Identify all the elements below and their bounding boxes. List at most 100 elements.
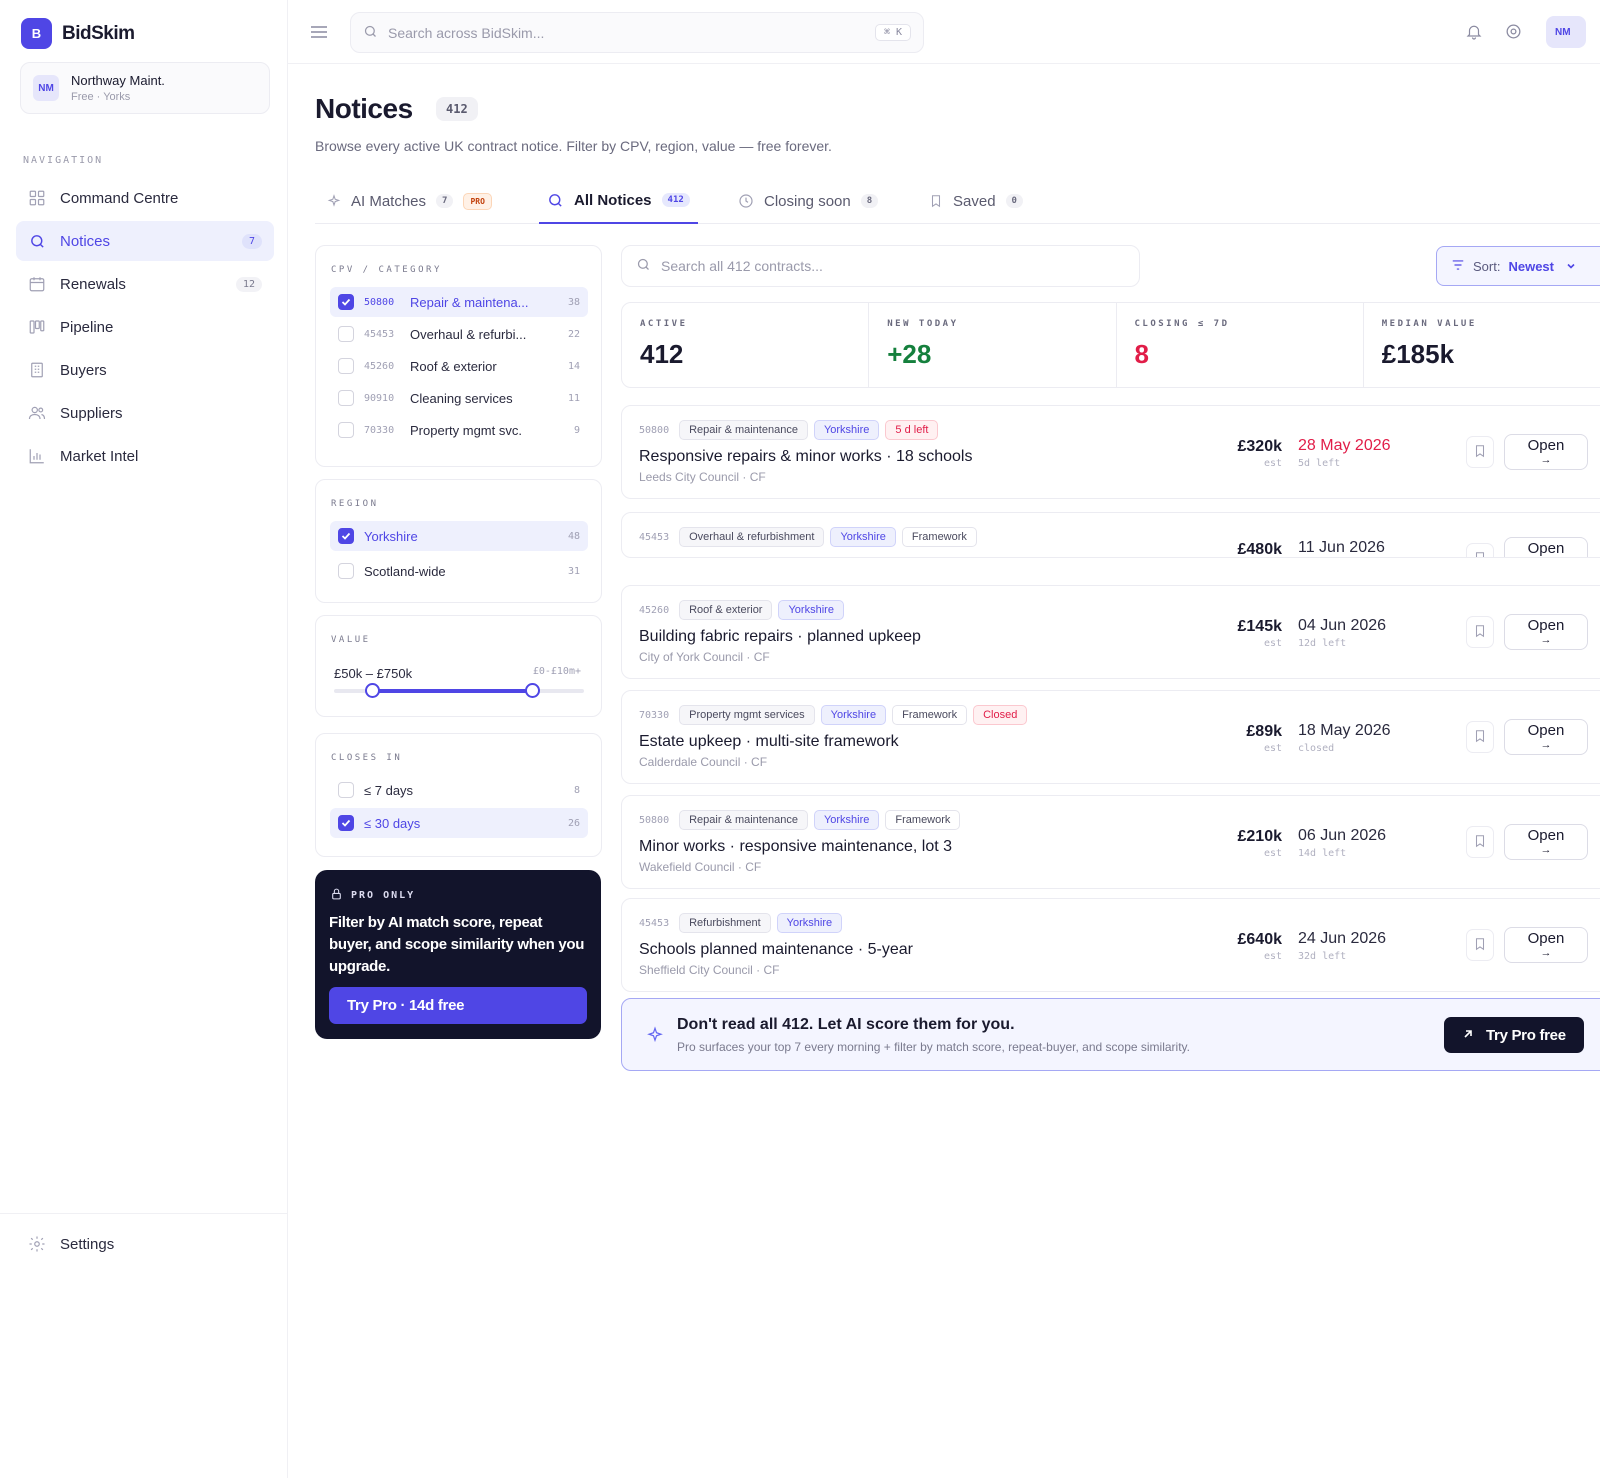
sidebar-nav: Command Centre Notices 7 Renewals 12 Pipeline…: [16, 178, 274, 479]
notice-tags: 50800 Repair & maintenance Yorkshire 5 d le…: [639, 420, 939, 440]
sort-dropdown[interactable]: Sort: Newest: [1436, 246, 1600, 286]
keyboard-shortcut: ⌘ K: [874, 24, 911, 41]
bell-icon[interactable]: [1465, 22, 1483, 44]
filter-option[interactable]: ≤ 7 days 8: [330, 775, 588, 805]
bookmark-button[interactable]: [1466, 616, 1494, 648]
cpv-code: 90910: [364, 392, 395, 404]
notice-card[interactable]: 45453 Refurbishment Yorkshire Schools plann…: [621, 898, 1600, 992]
contracts-search-input[interactable]: Search all 412 contracts...: [621, 245, 1140, 287]
user-avatar[interactable]: NM: [1546, 16, 1586, 48]
region-filter-card: REGION Yorkshire 48 Scotland-wide 31: [315, 479, 602, 603]
filter-option-label: Yorkshire: [364, 528, 418, 544]
sidebar-item-settings[interactable]: Settings: [28, 1235, 114, 1253]
open-notice-button[interactable]: Open→: [1504, 537, 1588, 557]
value-range-max-handle[interactable]: [524, 683, 540, 698]
try-pro-trial-button[interactable]: Try Pro · 14d free: [329, 987, 587, 1024]
filter-option-count: 38: [567, 296, 580, 308]
try-pro-free-label: Try Pro free: [1486, 1026, 1566, 1044]
stat-active: ACTIVE 412: [622, 303, 870, 387]
notice-card[interactable]: 50800 Repair & maintenance Yorkshire Framew…: [621, 795, 1600, 889]
tab-closing-soon[interactable]: Closing soon 8: [738, 178, 879, 224]
checkbox[interactable]: [338, 358, 354, 374]
filter-option[interactable]: 45260 Roof & exterior 14: [330, 351, 588, 381]
checkbox[interactable]: [338, 390, 354, 406]
sidebar-item-suppliers[interactable]: Suppliers: [16, 393, 274, 433]
open-notice-button[interactable]: Open→: [1504, 927, 1588, 963]
notice-card[interactable]: 50800 Repair & maintenance Yorkshire 5 d le…: [621, 405, 1600, 499]
search-icon: [28, 232, 46, 250]
filter-option-count: 48: [567, 530, 580, 542]
filter-option[interactable]: Yorkshire 48: [330, 521, 588, 551]
topbar: Search across BidSkim... ⌘ K NM: [288, 0, 1600, 64]
brand[interactable]: B BidSkim: [21, 18, 135, 49]
stat-value: 412: [640, 339, 684, 369]
filter-option[interactable]: 50800 Repair & maintena... 38: [330, 287, 588, 317]
open-notice-button[interactable]: Open→: [1504, 824, 1588, 860]
notice-title[interactable]: Estate upkeep · multi-site framework: [639, 733, 899, 750]
notice-card[interactable]: 70330 Property mgmt services Yorkshire Fram…: [621, 690, 1600, 784]
notice-tags: 45453 Refurbishment Yorkshire: [639, 913, 843, 933]
try-pro-free-button[interactable]: Try Pro free: [1444, 1017, 1584, 1053]
brand-name: BidSkim: [62, 22, 135, 44]
checkbox[interactable]: [338, 422, 354, 438]
tab-label: AI Matches: [351, 192, 427, 210]
bookmark-button[interactable]: [1466, 826, 1494, 858]
tab-label: Saved: [953, 192, 996, 210]
notice-title[interactable]: Responsive repairs & minor works · 18 sc…: [639, 448, 973, 465]
bookmark-button[interactable]: [1466, 436, 1494, 468]
value-range-label: £50k – £750k: [334, 666, 413, 681]
bookmark-button[interactable]: [1466, 543, 1494, 557]
sidebar-item-notices[interactable]: Notices 7: [16, 221, 274, 261]
sidebar: B BidSkim NM Northway Maint. Free · York…: [0, 0, 288, 1478]
checkbox[interactable]: [338, 782, 354, 798]
filter-option[interactable]: 90910 Cleaning services 11: [330, 383, 588, 413]
sidebar-item-label: Command Centre: [60, 189, 179, 207]
upsell-subtitle: Pro surfaces your top 7 every morning + …: [677, 1040, 1190, 1054]
org-switcher[interactable]: NM Northway Maint. Free · Yorks: [20, 62, 270, 114]
notice-card[interactable]: 45453 Overhaul & refurbishment Yorkshire Fr…: [621, 512, 1600, 558]
filter-title: VALUE: [331, 635, 371, 645]
filter-option[interactable]: 45453 Overhaul & refurbi... 22: [330, 319, 588, 349]
open-label: Open: [1527, 827, 1565, 844]
sidebar-item-renewals[interactable]: Renewals 12: [16, 264, 274, 304]
bookmark-button[interactable]: [1466, 721, 1494, 753]
menu-icon[interactable]: [310, 24, 328, 43]
notice-card[interactable]: 45260 Roof & exterior Yorkshire Building fa…: [621, 585, 1600, 679]
global-search-input[interactable]: Search across BidSkim... ⌘ K: [350, 12, 924, 53]
filter-title: CPV / CATEGORY: [331, 265, 442, 275]
gear-icon[interactable]: [1504, 22, 1523, 44]
tag-region: Yorkshire: [778, 600, 844, 620]
tab-saved[interactable]: Saved 0: [929, 178, 1023, 224]
tab-all-notices[interactable]: All Notices 412: [539, 178, 698, 224]
filter-option[interactable]: ≤ 30 days 26: [330, 808, 588, 838]
notice-title[interactable]: Building fabric repairs · planned upkeep: [639, 628, 921, 645]
checkbox-checked[interactable]: [338, 815, 354, 831]
notice-title[interactable]: Minor works · responsive maintenance, lo…: [639, 838, 953, 855]
value-range-min-handle[interactable]: [364, 683, 380, 698]
open-notice-button[interactable]: Open→: [1504, 434, 1588, 470]
checkbox[interactable]: [338, 563, 354, 579]
sidebar-item-market-intel[interactable]: Market Intel: [16, 436, 274, 476]
value-range-slider[interactable]: [334, 683, 584, 698]
sidebar-item-buyers[interactable]: Buyers: [16, 350, 274, 390]
checkbox[interactable]: [338, 326, 354, 342]
notice-tabs: AI Matches 7 PRO All Notices 412 Closing soon…: [315, 178, 1600, 224]
sidebar-item-pipeline[interactable]: Pipeline: [16, 307, 274, 347]
contracts-search-placeholder: Search all 412 contracts...: [661, 258, 823, 274]
sparkle-icon: [646, 1026, 664, 1047]
bookmark-icon: [1473, 833, 1487, 852]
filter-option[interactable]: Scotland-wide 31: [330, 556, 588, 586]
bookmark-button[interactable]: [1466, 929, 1494, 961]
brand-logo: B: [21, 18, 52, 49]
filter-option[interactable]: 70330 Property mgmt svc. 9: [330, 415, 588, 445]
open-notice-button[interactable]: Open→: [1504, 614, 1588, 650]
tab-ai-matches[interactable]: AI Matches 7 PRO: [327, 178, 492, 224]
sidebar-item-command-centre[interactable]: Command Centre: [16, 178, 274, 218]
checkbox-checked[interactable]: [338, 294, 354, 310]
cpv-code: 50800: [639, 814, 670, 826]
notice-title[interactable]: Schools planned maintenance · 5-year: [639, 941, 913, 958]
open-notice-button[interactable]: Open→: [1504, 719, 1588, 755]
sidebar-item-label: Settings: [60, 1235, 115, 1253]
checkbox-checked[interactable]: [338, 528, 354, 544]
notice-value-note: est: [1263, 458, 1282, 469]
